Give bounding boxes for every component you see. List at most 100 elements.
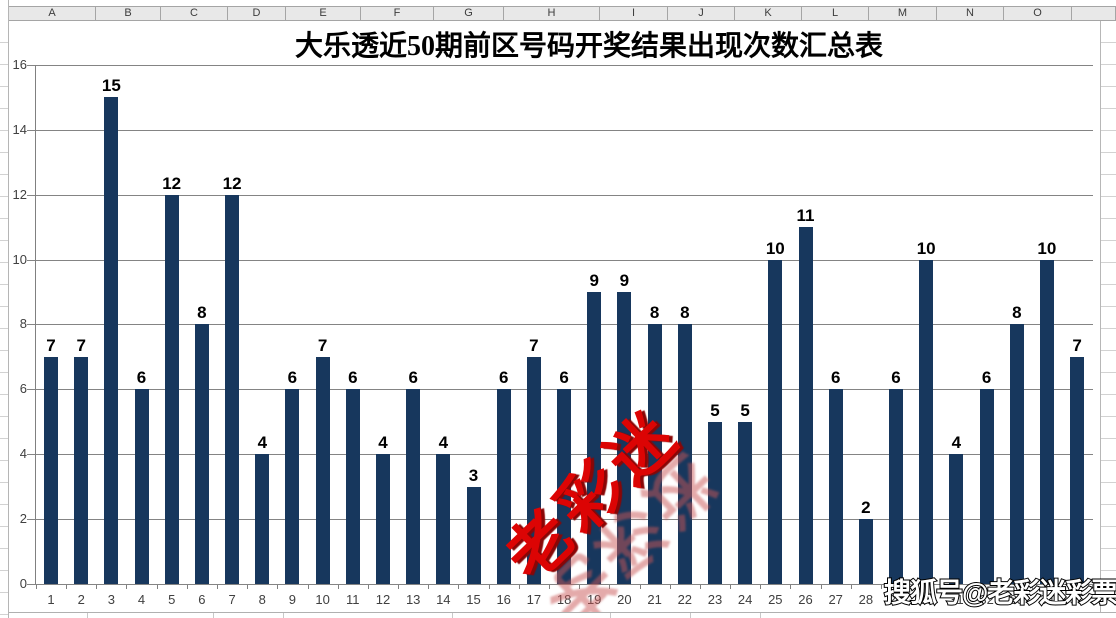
sheet-rows-right-margin xyxy=(1100,21,1116,618)
column-header-L[interactable]: L xyxy=(802,7,869,20)
bar-value-label: 8 xyxy=(680,303,690,323)
x-axis-tick xyxy=(367,585,369,589)
bar-value-label: 8 xyxy=(1012,303,1022,323)
x-axis-tick xyxy=(850,585,852,589)
column-header-H[interactable]: H xyxy=(504,7,600,20)
bar xyxy=(949,454,964,584)
x-axis-tick xyxy=(398,585,400,589)
column-header-B[interactable]: B xyxy=(96,7,161,20)
bar xyxy=(587,291,602,584)
gridline xyxy=(27,129,1093,131)
x-tick-label: 18 xyxy=(556,592,572,607)
bar xyxy=(617,291,632,584)
x-tick-label: 35 xyxy=(1069,592,1085,607)
bar xyxy=(708,421,722,585)
bar-value-label: 8 xyxy=(197,303,207,323)
bar-value-label: 4 xyxy=(438,433,449,453)
bar-value-label: 6 xyxy=(408,368,418,388)
column-header-partial xyxy=(1072,7,1116,20)
y-axis-line xyxy=(35,65,36,584)
x-axis-tick xyxy=(699,585,701,589)
y-tick-label: 0 xyxy=(19,576,27,591)
y-tick-label: 4 xyxy=(19,446,27,462)
bar-value-label: 5 xyxy=(710,400,720,420)
gridline xyxy=(27,324,1093,326)
column-header-G[interactable]: G xyxy=(434,7,504,20)
y-tick-label: 14 xyxy=(12,121,27,137)
x-tick-label: 23 xyxy=(707,592,723,607)
bar-value-label: 6 xyxy=(498,368,509,388)
column-header-K[interactable]: K xyxy=(735,7,802,20)
bar-value-label: 5 xyxy=(740,400,750,420)
chart-object[interactable]: 大乐透近50期前区号码开奖结果出现次数汇总表 0 2 4 6 8 10 12 14 16 7 1 7 2… xyxy=(9,21,1099,618)
bar-value-label: 6 xyxy=(981,368,992,388)
x-tick-label: 20 xyxy=(617,592,632,607)
x-tick-label: 2 xyxy=(77,592,85,607)
column-header-E[interactable]: E xyxy=(286,7,361,20)
bar-value-label: 4 xyxy=(951,433,962,453)
x-tick-label: 22 xyxy=(677,592,693,607)
bar-value-label: 7 xyxy=(46,335,56,355)
cell-border xyxy=(760,613,761,618)
bar-value-label: 4 xyxy=(257,433,268,453)
column-header-I[interactable]: I xyxy=(600,7,668,20)
bar xyxy=(194,324,209,584)
x-axis-tick xyxy=(66,585,68,589)
bar xyxy=(979,389,994,584)
bar xyxy=(1009,324,1024,584)
x-axis-tick xyxy=(760,585,762,589)
x-tick-label: 8 xyxy=(258,592,266,607)
bar xyxy=(798,227,813,584)
x-tick-label: 19 xyxy=(586,592,602,607)
x-tick-label: 25 xyxy=(768,592,783,607)
bar xyxy=(647,324,662,584)
x-tick-label: 7 xyxy=(228,592,236,607)
column-header-A[interactable]: A xyxy=(9,7,96,20)
x-axis-tick xyxy=(96,585,98,589)
x-axis-tick xyxy=(639,585,641,589)
x-tick-label: 32 xyxy=(979,592,994,607)
x-tick-label: 17 xyxy=(526,592,542,607)
column-header-M[interactable]: M xyxy=(869,7,937,20)
bar xyxy=(315,356,330,584)
cell-border xyxy=(283,613,284,618)
x-tick-label: 26 xyxy=(798,592,813,607)
x-axis-tick xyxy=(1062,585,1063,589)
column-header-N[interactable]: N xyxy=(937,7,1004,20)
bar xyxy=(376,454,390,584)
bar xyxy=(225,194,240,584)
bar-value-label: 4 xyxy=(378,433,388,453)
bar-value-label: 6 xyxy=(559,368,569,388)
bar xyxy=(1070,356,1085,584)
x-axis-tick xyxy=(820,585,822,589)
x-tick-label: 30 xyxy=(918,592,934,607)
chart-title: 大乐透近50期前区号码开奖结果出现次数汇总表 xyxy=(294,31,883,62)
x-axis-tick xyxy=(579,585,581,589)
bar-value-label: 6 xyxy=(287,368,298,388)
x-axis-tick xyxy=(186,585,188,589)
bar xyxy=(104,97,119,584)
column-header-C[interactable]: C xyxy=(161,7,228,20)
column-header-J[interactable]: J xyxy=(668,7,735,20)
bar-value-label: 9 xyxy=(619,270,630,290)
column-header-F[interactable]: F xyxy=(361,7,434,20)
x-axis-tick xyxy=(307,585,309,589)
bar-value-label: 9 xyxy=(589,270,599,290)
x-tick-label: 29 xyxy=(888,592,904,607)
x-axis-tick xyxy=(337,585,339,589)
bar xyxy=(677,324,692,584)
bar xyxy=(285,389,300,584)
bar xyxy=(496,389,511,584)
bar-value-label: 11 xyxy=(796,206,815,225)
x-tick-label: 33 xyxy=(1009,592,1025,607)
cell-border xyxy=(610,613,611,618)
x-axis-tick xyxy=(518,585,520,589)
x-tick-label: 16 xyxy=(496,592,511,607)
column-header-O[interactable]: O xyxy=(1004,7,1072,20)
bar-value-label: 2 xyxy=(861,498,871,518)
x-axis-tick xyxy=(126,585,128,589)
cell-border xyxy=(690,613,691,618)
column-header-D[interactable]: D xyxy=(228,7,286,20)
